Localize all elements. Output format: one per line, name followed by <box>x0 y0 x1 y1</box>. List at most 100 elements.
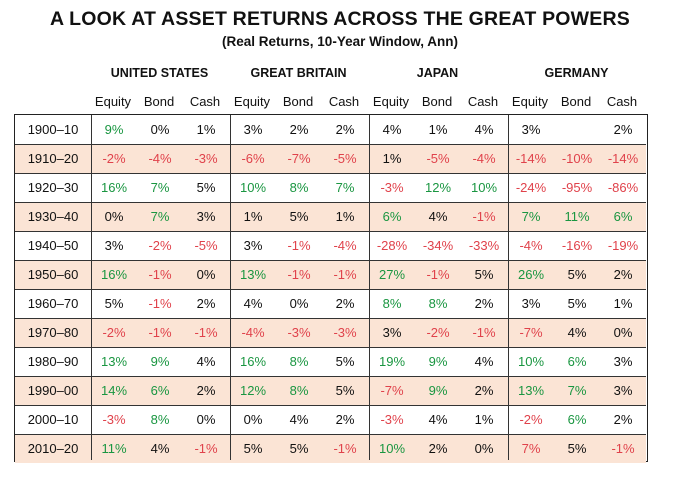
column-divider <box>230 115 231 460</box>
value-cell: 6% <box>567 354 587 369</box>
value-cell: 3% <box>243 122 263 137</box>
value-cell: 1% <box>335 209 355 224</box>
value-cell: 1% <box>613 296 633 311</box>
value-cell: -2% <box>519 412 543 427</box>
value-cell: 1% <box>428 122 448 137</box>
value-cell: 5% <box>567 267 587 282</box>
table-row: 1950–60 16% -1% 0% 13% -1% -1% 27% -1% 5% 26% 5% 2% <box>15 260 646 289</box>
value-cell: -5% <box>194 238 218 253</box>
value-cell: 2% <box>613 412 633 427</box>
value-cell: -34% <box>422 238 454 253</box>
value-cell: 5% <box>243 441 263 456</box>
row-divider <box>15 376 646 377</box>
period-label: 1960–70 <box>27 296 79 311</box>
value-cell: 13% <box>239 267 267 282</box>
value-cell: 6% <box>382 209 402 224</box>
row-divider <box>15 347 646 348</box>
value-cell: -1% <box>148 325 172 340</box>
value-cell: 3% <box>243 238 263 253</box>
value-cell: 7% <box>150 180 170 195</box>
value-cell: 0% <box>613 325 633 340</box>
value-cell: 2% <box>196 296 216 311</box>
value-cell: 5% <box>567 441 587 456</box>
column-header: Cash <box>467 94 499 109</box>
period-label: 2000–10 <box>27 412 79 427</box>
value-cell: 7% <box>567 383 587 398</box>
value-cell: -10% <box>561 151 593 166</box>
table-row: 1980–90 13% 9% 4% 16% 8% 5% 19% 9% 4% 10% 6% 3% <box>15 347 646 376</box>
table-row: 1930–40 0% 7% 3% 1% 5% 1% 6% 4% -1% 7% 11% 6% <box>15 202 646 231</box>
value-cell: 12% <box>424 180 452 195</box>
column-header: Equity <box>511 94 549 109</box>
value-cell: 3% <box>521 296 541 311</box>
row-divider <box>15 405 646 406</box>
period-label: 1950–60 <box>27 267 79 282</box>
value-cell: 4% <box>289 412 309 427</box>
value-cell: 8% <box>150 412 170 427</box>
period-label: 1990–00 <box>27 383 79 398</box>
value-cell: 10% <box>239 180 267 195</box>
value-cell: 3% <box>521 122 541 137</box>
row-divider <box>15 173 646 174</box>
value-cell: 2% <box>335 122 355 137</box>
value-cell: 1% <box>382 151 402 166</box>
value-cell: 11% <box>101 441 127 456</box>
value-cell: -1% <box>333 441 357 456</box>
row-divider <box>15 434 646 435</box>
value-cell: 3% <box>613 383 633 398</box>
returns-table: 1900–10 9% 0% 1% 3% 2% 2% 4% 1% 4% 3% 2% 1910–20 -2% -… <box>14 114 648 463</box>
value-cell: -14% <box>515 151 547 166</box>
value-cell: 0% <box>243 412 263 427</box>
column-divider <box>369 115 370 460</box>
value-cell: -1% <box>148 267 172 282</box>
table-row: 1940–50 3% -2% -5% 3% -1% -4% -28% -34% -33% -4% -1… <box>15 231 646 260</box>
value-cell: -95% <box>561 180 593 195</box>
value-cell: -19% <box>607 238 639 253</box>
value-cell: -7% <box>380 383 404 398</box>
value-cell: 4% <box>243 296 263 311</box>
value-cell: -3% <box>287 325 311 340</box>
row-divider <box>15 202 646 203</box>
column-header: Equity <box>233 94 271 109</box>
value-cell: 7% <box>335 180 355 195</box>
value-cell: 26% <box>517 267 545 282</box>
group-header: JAPAN <box>416 66 459 80</box>
column-header: Cash <box>606 94 638 109</box>
value-cell: 10% <box>470 180 498 195</box>
value-cell: 4% <box>382 122 402 137</box>
value-cell: 19% <box>378 354 406 369</box>
value-cell: -6% <box>241 151 265 166</box>
period-label: 1920–30 <box>27 180 79 195</box>
value-cell: 2% <box>613 267 633 282</box>
table-row: 1910–20 -2% -4% -3% -6% -7% -5% 1% -5% -4% -14% -10… <box>15 144 646 173</box>
chart-subtitle: (Real Returns, 10-Year Window, Ann) <box>222 34 458 49</box>
value-cell: 4% <box>196 354 216 369</box>
value-cell: 5% <box>289 209 309 224</box>
value-cell: -1% <box>287 238 311 253</box>
value-cell: 8% <box>428 296 448 311</box>
column-header: Bond <box>143 94 175 109</box>
value-cell: 0% <box>289 296 309 311</box>
value-cell: -1% <box>426 267 450 282</box>
value-cell: 1% <box>243 209 263 224</box>
value-cell: 2% <box>428 441 448 456</box>
value-cell: -4% <box>333 238 357 253</box>
value-cell: -5% <box>426 151 450 166</box>
value-cell: -5% <box>333 151 357 166</box>
value-cell: 14% <box>100 383 128 398</box>
value-cell: 9% <box>104 122 124 137</box>
value-cell: -1% <box>194 441 218 456</box>
value-cell: 10% <box>378 441 406 456</box>
value-cell: 2% <box>289 122 309 137</box>
value-cell: 7% <box>150 209 170 224</box>
period-label: 1910–20 <box>27 151 79 166</box>
value-cell: 9% <box>428 354 448 369</box>
period-label: 1940–50 <box>27 238 79 253</box>
value-cell: 9% <box>150 354 170 369</box>
period-label: 1900–10 <box>27 122 79 137</box>
value-cell: -1% <box>611 441 635 456</box>
value-cell: -3% <box>380 180 404 195</box>
value-cell: 0% <box>196 412 216 427</box>
value-cell: 7% <box>521 209 541 224</box>
value-cell: 27% <box>378 267 406 282</box>
